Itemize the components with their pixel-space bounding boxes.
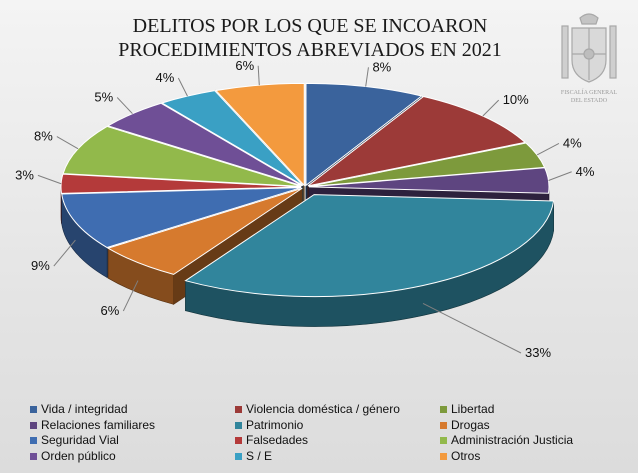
leader-line-7 bbox=[37, 174, 62, 185]
legend-item-6: Seguridad Vial bbox=[30, 433, 235, 449]
chart-title-line-2: PROCEDIMIENTOS ABREVIADOS EN 2021 bbox=[118, 39, 502, 61]
legend-label: Libertad bbox=[451, 402, 495, 416]
leader-line-8 bbox=[56, 136, 79, 150]
leader-line-4 bbox=[422, 303, 522, 354]
data-label-6: 9% bbox=[31, 258, 50, 273]
leader-line-5 bbox=[122, 280, 139, 312]
data-label-8: 8% bbox=[34, 129, 53, 144]
data-label-9: 5% bbox=[94, 89, 113, 104]
legend-swatch bbox=[440, 421, 447, 429]
legend-swatch bbox=[30, 452, 37, 460]
legend-swatch bbox=[235, 421, 242, 429]
legend-item-7: Falsedades bbox=[235, 433, 440, 449]
chart-title-line-1: DELITOS POR LOS QUE SE INCOARON bbox=[132, 15, 488, 37]
logo-caption-line-1: FISCALÍA GENERAL bbox=[561, 88, 618, 96]
logo-caption-line-2: DEL ESTADO bbox=[571, 98, 608, 104]
data-label-3: 4% bbox=[576, 164, 595, 179]
legend-swatch bbox=[235, 406, 242, 414]
chart-title: DELITOS POR LOS QUE SE INCOARON PROCEDIM… bbox=[95, 14, 525, 62]
legend-swatch bbox=[235, 452, 242, 460]
leader-line-0 bbox=[365, 67, 369, 87]
chart-legend: Vida / integridad Violencia doméstica / g… bbox=[30, 402, 620, 464]
pie-slice-11 bbox=[214, 82, 305, 187]
legend-item-0: Vida / integridad bbox=[30, 402, 235, 418]
pie-slice-5 bbox=[106, 187, 303, 275]
leader-line-10 bbox=[177, 77, 188, 97]
data-label-0: 8% bbox=[372, 59, 391, 74]
pie-slice-10 bbox=[160, 90, 304, 186]
legend-item-5: Drogas bbox=[440, 418, 620, 434]
legend-item-3: Relaciones familiares bbox=[30, 418, 235, 434]
data-label-4: 33% bbox=[525, 345, 551, 360]
pie-slice-1 bbox=[307, 95, 527, 187]
legend-swatch bbox=[30, 421, 37, 429]
coat-of-arms-icon: FISCALÍA GENERAL DEL ESTADO bbox=[561, 13, 618, 104]
legend-swatch bbox=[30, 406, 37, 414]
legend-label: Orden público bbox=[41, 448, 116, 463]
data-label-10: 4% bbox=[156, 70, 175, 85]
legend-item-9: Orden público bbox=[30, 449, 235, 465]
legend-label: Administración Justicia bbox=[451, 433, 574, 447]
legend-swatch bbox=[440, 437, 447, 445]
legend-label: Vida / integridad bbox=[41, 402, 128, 416]
pie-slice-8 bbox=[62, 125, 302, 187]
pie-chart: 8% 10% 4% 4% 33% 6% 9% 3% 8% 5% 4% 6% bbox=[15, 58, 595, 360]
pie-slice-7 bbox=[60, 173, 302, 194]
pie-slice-3 bbox=[308, 167, 550, 194]
legend-swatch bbox=[440, 406, 447, 414]
data-label-2: 4% bbox=[563, 135, 582, 150]
legend-label: Violencia doméstica / género bbox=[246, 402, 400, 416]
leader-line-9 bbox=[116, 97, 133, 115]
legend-label: Relaciones familiares bbox=[41, 417, 156, 432]
legend-label: S / E bbox=[246, 448, 273, 463]
data-label-1: 10% bbox=[503, 92, 529, 107]
legend-item-1: Violencia doméstica / género bbox=[235, 402, 440, 418]
legend-item-11: Otros bbox=[440, 449, 620, 465]
legend-item-2: Libertad bbox=[440, 402, 620, 418]
leader-line-2 bbox=[536, 142, 560, 156]
legend-swatch bbox=[235, 437, 242, 445]
leader-line-3 bbox=[548, 171, 572, 181]
legend-item-10: S / E bbox=[235, 449, 440, 465]
legend-label: Falsedades bbox=[246, 433, 309, 447]
leader-line-6 bbox=[53, 239, 76, 267]
pie-slice-4 bbox=[184, 194, 555, 298]
legend-swatch bbox=[30, 437, 37, 445]
legend-item-4: Patrimonio bbox=[235, 418, 440, 434]
legend-item-8: Administración Justicia bbox=[440, 433, 620, 449]
pie-slice-6 bbox=[61, 187, 302, 249]
legend-label: Patrimonio bbox=[246, 417, 304, 432]
legend-label: Seguridad Vial bbox=[41, 433, 119, 447]
data-label-5: 6% bbox=[101, 303, 120, 318]
data-label-7: 3% bbox=[15, 167, 34, 182]
data-label-11: 6% bbox=[235, 58, 254, 73]
legend-label: Otros bbox=[451, 448, 481, 463]
leader-line-1 bbox=[482, 99, 500, 117]
legend-swatch bbox=[440, 452, 447, 460]
leader-line-11 bbox=[257, 65, 260, 86]
legend-label: Drogas bbox=[451, 417, 490, 432]
